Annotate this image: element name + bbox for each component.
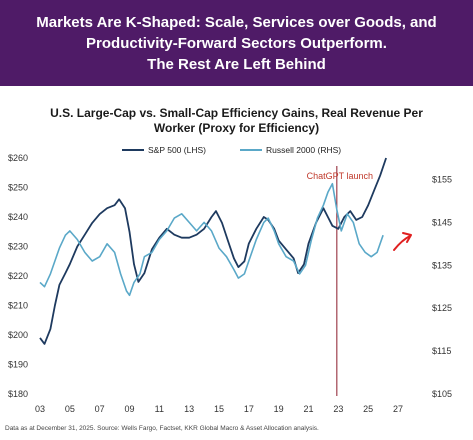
y-right-tick-label: $115 (432, 346, 451, 356)
legend-item-sp500: S&P 500 (LHS) (122, 145, 206, 155)
x-tick-label: 27 (393, 404, 403, 414)
x-tick-label: 05 (65, 404, 75, 414)
chart-title-line2: Worker (Proxy for Efficiency) (153, 121, 320, 135)
y-right-tick-label: $125 (432, 303, 452, 313)
y-left-tick-label: $260 (8, 153, 28, 163)
x-tick-label: 03 (35, 404, 45, 414)
legend-item-russell: Russell 2000 (RHS) (240, 145, 341, 155)
sp500-line (39, 157, 387, 345)
y-left-tick-label: $230 (8, 242, 28, 252)
y-right-tick-label: $145 (432, 217, 452, 227)
y-left-tick-label: $240 (8, 212, 28, 222)
legend-swatch-sp500 (122, 148, 144, 152)
chart-legend: S&P 500 (LHS) Russell 2000 (RHS) (0, 145, 473, 159)
x-tick-label: 19 (274, 404, 284, 414)
y-right-tick-label: $135 (432, 260, 452, 270)
x-tick-label: 09 (124, 404, 134, 414)
y-left-tick-label: $180 (8, 389, 28, 399)
y-left-tick-label: $250 (8, 183, 28, 193)
y-right-tick-label: $155 (432, 174, 452, 184)
red-arrow-icon (393, 235, 411, 251)
legend-swatch-russell (240, 148, 262, 152)
x-tick-label: 11 (155, 404, 164, 414)
banner-title-line3: The Rest Are Left Behind (147, 55, 326, 73)
x-tick-label: 25 (363, 404, 373, 414)
y-left-tick-label: $200 (8, 330, 28, 340)
x-tick-label: 13 (184, 404, 194, 414)
x-tick-label: 23 (333, 404, 343, 414)
red-arrowhead-icon (402, 232, 412, 243)
header-banner: Markets Are K-Shaped: Scale, Services ov… (0, 0, 473, 86)
x-tick-label: 15 (214, 404, 224, 414)
banner-title-line1: Markets Are K-Shaped: Scale, Services ov… (36, 13, 437, 31)
legend-label-russell: Russell 2000 (RHS) (266, 145, 342, 155)
chart-title-line1: U.S. Large-Cap vs. Small-Cap Efficiency … (50, 106, 423, 120)
y-right-tick-label: $105 (432, 389, 452, 399)
footnote: Data as at December 31, 2025. Source: We… (5, 425, 319, 432)
y-left-tick-label: $190 (8, 360, 28, 370)
x-tick-label: 21 (303, 404, 313, 414)
chart-title: U.S. Large-Cap vs. Small-Cap Efficiency … (0, 106, 473, 136)
x-tick-label: 07 (95, 404, 105, 414)
y-left-tick-label: $220 (8, 271, 28, 281)
russell-line (39, 182, 384, 297)
x-tick-label: 17 (244, 404, 254, 414)
y-left-tick-label: $210 (8, 301, 28, 311)
legend-label-sp500: S&P 500 (LHS) (148, 145, 206, 155)
chatgpt-launch-label: ChatGPT launch (307, 171, 373, 181)
banner-title-line2: Productivity-Forward Sectors Outperform. (86, 34, 387, 52)
